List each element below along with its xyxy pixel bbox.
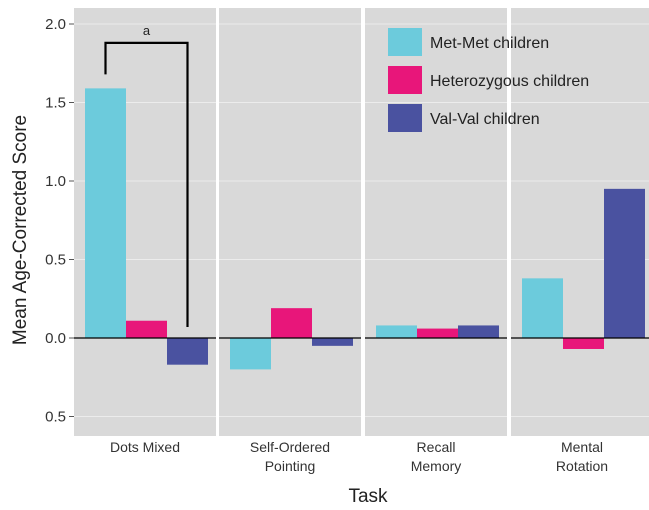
y-tick-label: 1.5 [45, 95, 66, 112]
bar [376, 325, 417, 338]
x-axis-title: Task [348, 486, 388, 507]
bar [271, 308, 312, 338]
bar [312, 338, 353, 346]
legend-label: Val-Val children [430, 111, 540, 128]
legend-label: Heterozygous children [430, 73, 589, 90]
y-tick-label: 0.5 [45, 409, 66, 426]
bar [85, 88, 126, 339]
x-category-label: Memory [411, 458, 462, 474]
y-tick-label: 1.0 [45, 173, 66, 190]
significance-label: a [143, 23, 151, 38]
x-category-label: Dots Mixed [110, 439, 180, 455]
x-category-label: Rotation [556, 458, 608, 474]
bar [230, 338, 271, 370]
y-tick-label: 0.5 [45, 252, 66, 269]
legend-swatch [388, 28, 422, 56]
legend-swatch [388, 104, 422, 132]
x-category-label: Self-Ordered [250, 439, 330, 455]
bar [563, 338, 604, 349]
legend-swatch [388, 66, 422, 94]
bar [604, 188, 645, 338]
bar [458, 325, 499, 338]
bar [126, 320, 167, 338]
y-axis-title: Mean Age-Corrected Score [10, 115, 31, 345]
bar [417, 328, 458, 338]
bar [167, 338, 208, 365]
y-tick-label: 2.0 [45, 16, 66, 33]
x-category-label: Recall [417, 439, 456, 455]
y-tick-label: 0.0 [45, 330, 66, 347]
x-category-label: Mental [561, 439, 603, 455]
x-category-label: Pointing [265, 458, 316, 474]
bar [522, 278, 563, 338]
facet-panel [219, 8, 361, 436]
legend-label: Met-Met children [430, 35, 549, 52]
significance-bracket [104, 41, 189, 328]
